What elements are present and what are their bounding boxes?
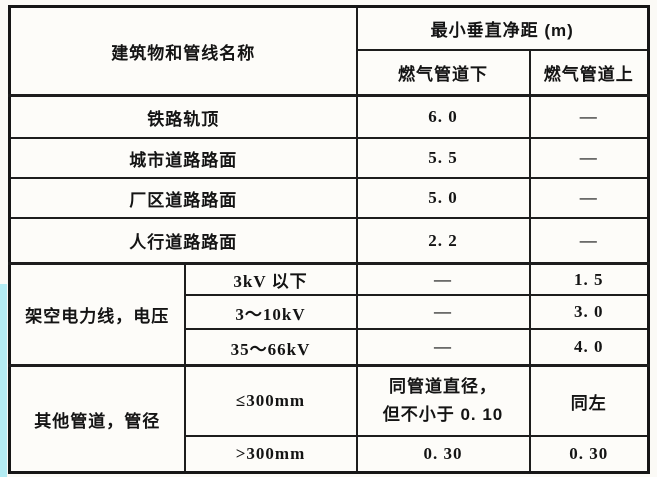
value-down: — [355, 328, 531, 367]
value-up: 0. 30 [528, 435, 650, 474]
group-label-powerline: 架空电力线，电压 [8, 262, 186, 367]
table-row-powerline-3kv: 架空电力线，电压 3kV 以下 — 1. 5 [8, 262, 650, 367]
value-down: — [355, 262, 531, 296]
clearance-table: 建筑物和管线名称 最小垂直净距 (m) 燃气管道下 燃气管道上 铁路轨顶 6. … [8, 5, 651, 474]
header-cell-group-title: 最小垂直净距 (m) [355, 5, 650, 51]
header-row-2: 燃气管道下 燃气管道上 [10, 49, 650, 97]
row-subname: 3kV 以下 [183, 262, 358, 296]
value-up: — [528, 94, 650, 139]
table-row-pipe-gt300: >300mm 0. 30 0. 30 [10, 435, 650, 474]
row-name: 人行道路路面 [8, 217, 358, 265]
row-name: 铁路轨顶 [8, 94, 358, 139]
table-row-powerline-35-66kv: 35～66kV — 4. 0 [10, 328, 650, 367]
scan-artifact-stripe [0, 284, 7, 477]
value-down: 同管道直径， 但不小于 0. 10 [355, 364, 531, 437]
value-up: 同左 [528, 364, 650, 437]
header-cell-above-pipe: 燃气管道上 [528, 49, 650, 97]
table-row-rail-top: 铁路轨顶 6. 0 — [8, 94, 650, 139]
table-row-city-road: 城市道路路面 5. 5 — [8, 137, 650, 179]
header-cell-name: 建筑物和管线名称 [8, 5, 358, 97]
value-down: 5. 0 [355, 177, 531, 219]
header-row-1: 建筑物和管线名称 最小垂直净距 (m) [8, 5, 650, 97]
table-row-plant-road: 厂区道路路面 5. 0 — [8, 177, 650, 219]
value-down: — [355, 294, 531, 330]
value-down: 0. 30 [355, 435, 531, 474]
row-subname: 35～66kV [183, 328, 358, 367]
value-up: — [528, 217, 650, 265]
value-down: 5. 5 [355, 137, 531, 179]
value-up: — [528, 137, 650, 179]
row-subname: >300mm [183, 435, 358, 474]
table-row-footpath: 人行道路路面 2. 2 — [8, 217, 650, 265]
row-name: 厂区道路路面 [8, 177, 358, 219]
value-up: — [528, 177, 650, 219]
clearance-table-container: 建筑物和管线名称 最小垂直净距 (m) 燃气管道下 燃气管道上 铁路轨顶 6. … [8, 5, 651, 474]
value-down: 6. 0 [355, 94, 531, 139]
row-subname: ≤300mm [183, 364, 358, 437]
value-up: 1. 5 [528, 262, 650, 296]
value-up: 4. 0 [528, 328, 650, 367]
group-label-other-pipes: 其他管道，管径 [8, 364, 186, 474]
table-row-powerline-3-10kv: 3～10kV — 3. 0 [10, 294, 650, 330]
row-name: 城市道路路面 [8, 137, 358, 179]
value-down: 2. 2 [355, 217, 531, 265]
value-up: 3. 0 [528, 294, 650, 330]
row-subname: 3～10kV [183, 294, 358, 330]
header-cell-below-pipe: 燃气管道下 [355, 49, 531, 97]
table-row-pipe-le300: 其他管道，管径 ≤300mm 同管道直径， 但不小于 0. 10 同左 [8, 364, 650, 474]
